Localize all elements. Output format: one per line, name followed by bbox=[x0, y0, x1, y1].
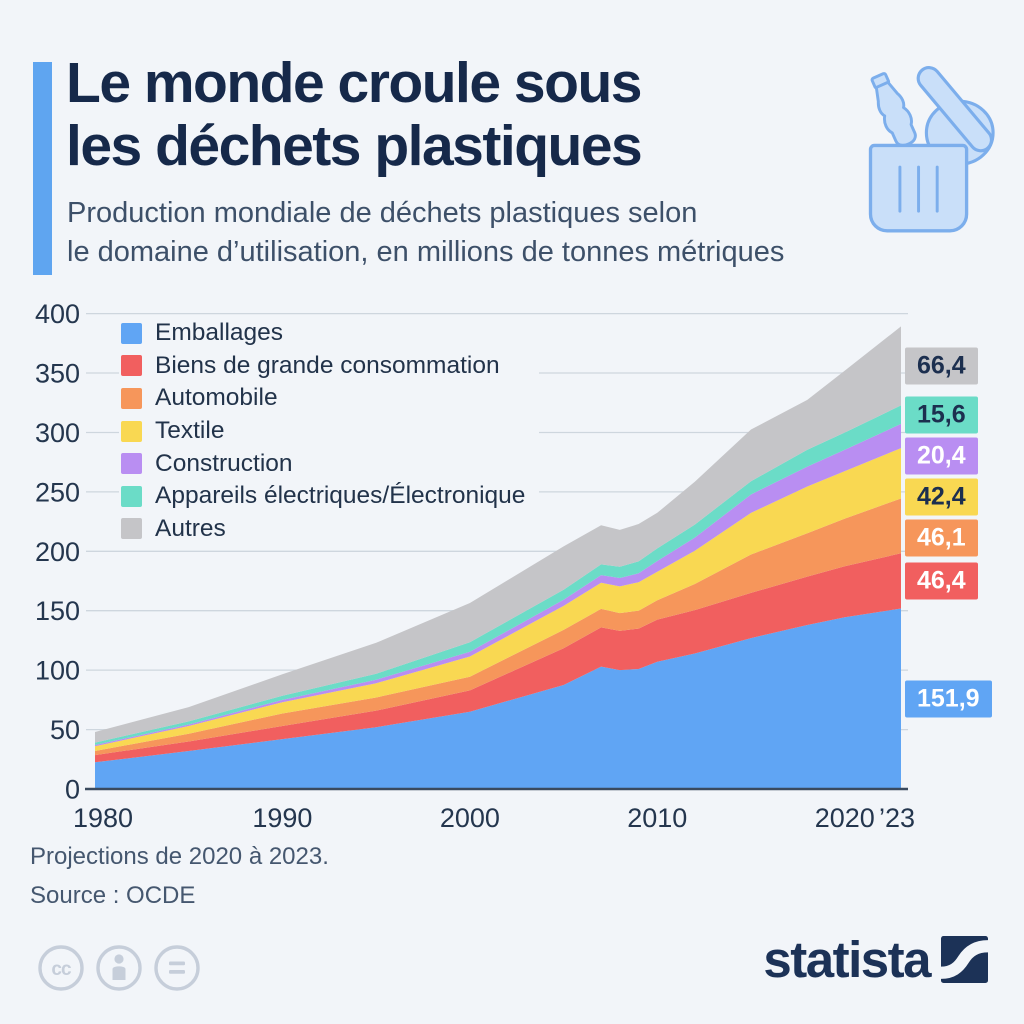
x-tick-label-2010: 2010 bbox=[627, 803, 687, 833]
attribution-icon[interactable] bbox=[96, 945, 142, 991]
legend-swatch-automobile bbox=[121, 387, 142, 409]
title-accent-bar bbox=[33, 62, 52, 275]
subtitle-line-2: le domaine d’utilisation, en millions de… bbox=[67, 236, 785, 268]
title-line-2: les déchets plastiques bbox=[66, 114, 643, 178]
trash-bin-with-plastic-icon bbox=[845, 48, 997, 240]
y-tick-label-250: 250 bbox=[35, 477, 80, 507]
legend-label: Appareils électriques/Électronique bbox=[155, 482, 526, 510]
area-emballages bbox=[95, 608, 901, 789]
legend-swatch-autres bbox=[121, 518, 142, 540]
page-title: Le monde croule sous les déchets plastiq… bbox=[66, 51, 643, 178]
statista-wordmark: statista bbox=[763, 931, 931, 988]
legend-swatch-biens-de-grande-consommation bbox=[121, 355, 142, 377]
x-tick-label-2023: ’23 bbox=[879, 803, 915, 833]
legend-item-emballages: Emballages bbox=[121, 317, 525, 350]
legend-item-construction: Construction bbox=[121, 447, 525, 480]
subtitle-line-1: Production mondiale de déchets plastique… bbox=[67, 197, 698, 229]
legend-label: Textile bbox=[155, 417, 225, 445]
projection-note: Projections de 2020 à 2023. bbox=[30, 843, 329, 870]
plastic-bottle-icon bbox=[870, 72, 917, 147]
source-note: Source : OCDE bbox=[30, 882, 196, 909]
cc-icon[interactable]: cc bbox=[38, 945, 84, 991]
equals-icon[interactable] bbox=[154, 945, 200, 991]
legend-item-appareils-lectriques-lectronique: Appareils électriques/Électronique bbox=[121, 480, 525, 513]
statista-logo[interactable]: statista bbox=[763, 930, 988, 989]
legend-label: Automobile bbox=[155, 384, 278, 412]
legend-label: Construction bbox=[155, 449, 293, 477]
area-biens-de-grande-consommation bbox=[95, 553, 901, 763]
svg-text:cc: cc bbox=[51, 959, 72, 980]
x-tick-label-2000: 2000 bbox=[440, 803, 500, 833]
legend-item-biens-de-grande-consommation: Biens de grande consommation bbox=[121, 350, 525, 383]
y-tick-label-0: 0 bbox=[65, 775, 80, 805]
license-icons[interactable]: cc bbox=[30, 937, 210, 999]
y-tick-label-300: 300 bbox=[35, 418, 80, 448]
y-tick-label-400: 400 bbox=[35, 299, 80, 329]
x-tick-label-2020: 2020 bbox=[815, 803, 875, 833]
y-tick-label-350: 350 bbox=[35, 359, 80, 389]
y-tick-label-150: 150 bbox=[35, 596, 80, 626]
y-tick-label-100: 100 bbox=[35, 656, 80, 686]
statista-logo-icon bbox=[941, 936, 988, 983]
x-tick-label-1980: 1980 bbox=[73, 803, 133, 833]
legend-item-automobile: Automobile bbox=[121, 382, 525, 415]
trash-lid-icon bbox=[916, 66, 994, 153]
legend-label: Biens de grande consommation bbox=[155, 351, 500, 379]
legend-swatch-textile bbox=[121, 420, 142, 442]
y-tick-label-50: 50 bbox=[50, 715, 80, 745]
page-subtitle: Production mondiale de déchets plastique… bbox=[67, 194, 784, 272]
chart-legend: Emballages Biens de grande consommation Au… bbox=[119, 316, 540, 548]
legend-label: Autres bbox=[155, 514, 226, 542]
y-tick-label-200: 200 bbox=[35, 537, 80, 567]
legend-swatch-appareils-lectriques-lectronique bbox=[121, 485, 142, 507]
x-tick-label-1990: 1990 bbox=[252, 803, 312, 833]
legend-item-autres: Autres bbox=[121, 513, 525, 546]
legend-label: Emballages bbox=[155, 319, 284, 347]
title-line-1: Le monde croule sous bbox=[66, 51, 642, 115]
legend-item-textile: Textile bbox=[121, 415, 525, 448]
trash-bin-ridges bbox=[898, 165, 939, 213]
legend-swatch-construction bbox=[121, 453, 142, 475]
legend-swatch-emballages bbox=[121, 322, 142, 344]
